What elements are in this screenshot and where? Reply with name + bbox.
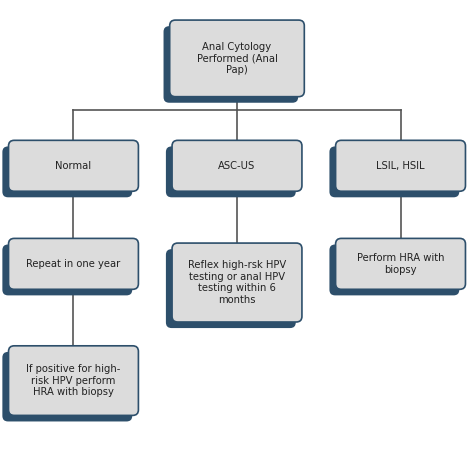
Text: ASC-US: ASC-US bbox=[219, 161, 255, 171]
FancyBboxPatch shape bbox=[329, 146, 459, 197]
Text: Repeat in one year: Repeat in one year bbox=[27, 259, 120, 269]
FancyBboxPatch shape bbox=[9, 140, 138, 191]
FancyBboxPatch shape bbox=[2, 146, 132, 197]
Text: Normal: Normal bbox=[55, 161, 91, 171]
Text: LSIL, HSIL: LSIL, HSIL bbox=[376, 161, 425, 171]
Text: If positive for high-
risk HPV perform
HRA with biopsy: If positive for high- risk HPV perform H… bbox=[26, 364, 121, 397]
FancyBboxPatch shape bbox=[9, 238, 138, 289]
FancyBboxPatch shape bbox=[336, 238, 465, 289]
FancyBboxPatch shape bbox=[9, 346, 138, 416]
FancyBboxPatch shape bbox=[166, 146, 296, 197]
FancyBboxPatch shape bbox=[329, 244, 459, 295]
FancyBboxPatch shape bbox=[170, 20, 304, 97]
Text: Perform HRA with
biopsy: Perform HRA with biopsy bbox=[357, 253, 444, 275]
FancyBboxPatch shape bbox=[166, 249, 296, 328]
FancyBboxPatch shape bbox=[2, 352, 132, 421]
FancyBboxPatch shape bbox=[172, 140, 302, 191]
Text: Anal Cytology
Performed (Anal
Pap): Anal Cytology Performed (Anal Pap) bbox=[197, 42, 277, 75]
FancyBboxPatch shape bbox=[164, 26, 298, 103]
FancyBboxPatch shape bbox=[172, 243, 302, 322]
FancyBboxPatch shape bbox=[2, 244, 132, 295]
FancyBboxPatch shape bbox=[336, 140, 465, 191]
Text: Reflex high-rsk HPV
testing or anal HPV
testing within 6
months: Reflex high-rsk HPV testing or anal HPV … bbox=[188, 260, 286, 305]
